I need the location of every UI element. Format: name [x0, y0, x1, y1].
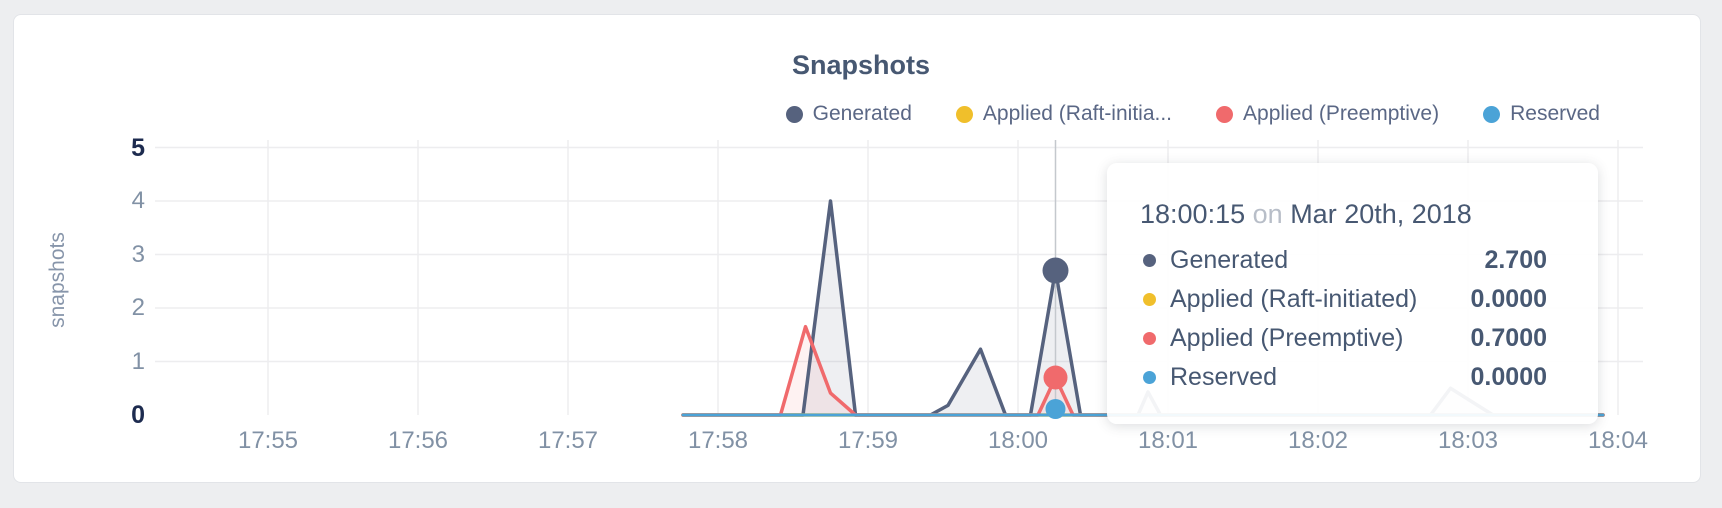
chart-legend: Generated Applied (Raft-initia... Applied …	[785, 102, 1600, 126]
tooltip-row: Generated 2.700	[1140, 241, 1547, 280]
chart-title: Snapshots	[791, 50, 931, 80]
y-tick-label: 1	[131, 347, 145, 375]
legend-item[interactable]: Applied (Preemptive)	[1216, 102, 1439, 126]
tooltip-series-value: 2.700	[1484, 246, 1547, 274]
highlight-dot	[1045, 399, 1066, 419]
legend-label: Applied (Raft-initia...	[982, 102, 1173, 125]
legend-dot-icon	[785, 105, 803, 123]
tooltip-series-dot-icon	[1143, 254, 1156, 267]
tooltip-series-label: Applied (Raft-initiated)	[1170, 285, 1418, 313]
tooltip-series-dot-icon	[1143, 371, 1156, 384]
tooltip-row: Applied (Preemptive) 0.7000	[1140, 319, 1547, 358]
x-tick-label: 18:00	[987, 427, 1049, 454]
tooltip-series-value: 0.0000	[1470, 285, 1547, 313]
legend-item[interactable]: Applied (Raft-initia...	[955, 102, 1173, 126]
legend-item[interactable]: Reserved	[1483, 102, 1600, 126]
legend-label: Generated	[812, 102, 912, 125]
x-tick-label: 17:56	[387, 427, 449, 454]
tooltip-series-dot-icon	[1143, 293, 1156, 306]
tooltip-series-label: Applied (Preemptive)	[1170, 324, 1404, 352]
y-tick-label: 0	[131, 401, 145, 429]
tooltip-row: Applied (Raft-initiated) 0.0000	[1140, 280, 1547, 319]
tooltip-series-label: Generated	[1170, 246, 1289, 274]
tooltip-date: Mar 20th, 2018	[1290, 199, 1472, 229]
x-tick-label: 17:58	[687, 427, 749, 454]
legend-dot-icon	[1216, 105, 1234, 123]
legend-dot-icon	[1483, 105, 1501, 123]
y-tick-label: 5	[131, 133, 145, 162]
hover-tooltip: 18:00:15 on Mar 20th, 2018 Generated 2.70…	[1107, 163, 1598, 424]
y-tick-label: 3	[131, 240, 145, 268]
x-tick-label: 17:55	[237, 427, 299, 454]
y-tick-label: 2	[131, 294, 145, 321]
legend-dot-icon	[955, 105, 973, 123]
tooltip-conjunction: on	[1252, 199, 1283, 229]
x-tick-label: 17:57	[537, 427, 599, 454]
tooltip-series-value: 0.7000	[1470, 324, 1547, 352]
tooltip-header: 18:00:15 on Mar 20th, 2018	[1140, 199, 1547, 229]
highlight-dot	[1042, 257, 1069, 284]
tooltip-rows: Generated 2.700 Applied (Raft-initiated) 0.…	[1140, 241, 1547, 397]
tooltip-time: 18:00:15	[1140, 199, 1246, 229]
legend-item[interactable]: Generated	[785, 102, 912, 126]
tooltip-row: Reserved 0.0000	[1140, 358, 1547, 397]
x-tick-label: 18:01	[1137, 427, 1199, 454]
x-tick-label: 18:03	[1437, 427, 1499, 454]
x-tick-label: 18:04	[1587, 427, 1649, 454]
legend-label: Reserved	[1510, 102, 1600, 125]
tooltip-series-value: 0.0000	[1470, 363, 1547, 391]
legend-label: Applied (Preemptive)	[1243, 102, 1440, 125]
highlight-dot	[1043, 365, 1068, 390]
x-tick-label: 17:59	[837, 427, 899, 454]
x-tick-label: 18:02	[1287, 427, 1349, 454]
tooltip-series-dot-icon	[1143, 332, 1156, 345]
tooltip-series-label: Reserved	[1170, 363, 1277, 391]
y-tick-label: 4	[131, 187, 145, 214]
